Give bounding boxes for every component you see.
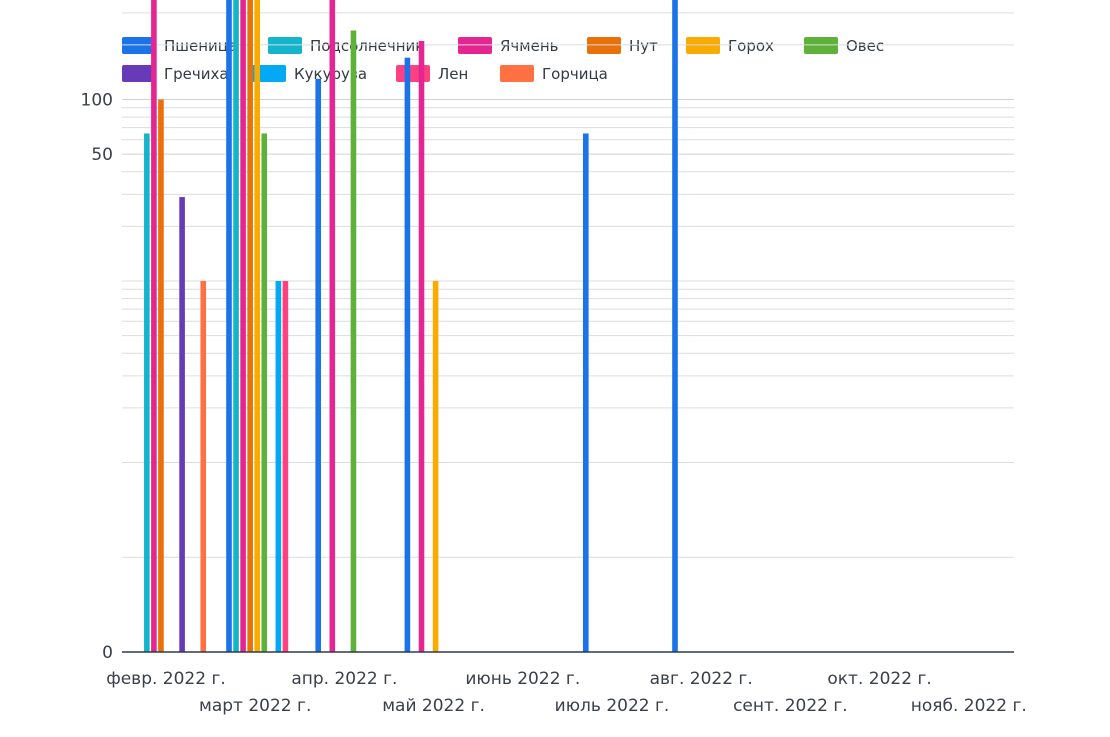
x-tick-label: нояб. 2022 г. <box>911 696 1027 716</box>
y-tick-label: 0 <box>102 643 113 663</box>
bar <box>247 0 253 652</box>
legend-swatch <box>686 37 720 54</box>
x-tick-label: июль 2022 г. <box>555 696 670 716</box>
legend-item[interactable]: Ячмень <box>458 37 558 55</box>
x-tick-label: февр. 2022 г. <box>106 669 226 689</box>
legend-label: Горчица <box>542 65 608 83</box>
legend-item[interactable]: Гречиха <box>122 65 229 83</box>
legend-label: Лен <box>438 65 468 83</box>
legend-item[interactable]: Овес <box>804 37 884 55</box>
bar <box>179 197 185 652</box>
legend-label: Пшеница <box>164 37 237 55</box>
x-tick-label: окт. 2022 г. <box>827 669 931 689</box>
bar <box>254 0 260 652</box>
legend-swatch <box>500 65 534 82</box>
bar <box>583 133 589 652</box>
bar <box>432 281 439 652</box>
x-axis-ticks: февр. 2022 г. март 2022 г. апр. 2022 г. май… <box>106 669 1027 716</box>
bar <box>350 30 357 653</box>
legend-item[interactable]: Подсолнечник <box>268 37 424 55</box>
bar <box>329 0 336 652</box>
x-tick-label: июнь 2022 г. <box>465 669 580 689</box>
legend-item[interactable]: Горох <box>686 37 774 55</box>
legend-swatch <box>458 37 492 54</box>
gridlines <box>122 12 1014 558</box>
x-tick-label: апр. 2022 г. <box>291 669 397 689</box>
y-axis-ticks: 10 тыс.5 тыс.1 тыс.500100500 <box>81 91 113 664</box>
bar <box>158 99 164 652</box>
legend-swatch <box>396 65 430 82</box>
bar <box>144 133 150 652</box>
bar <box>275 281 282 652</box>
legend-label: Овес <box>846 37 884 55</box>
legend-swatch <box>252 65 286 82</box>
legend-label: Ячмень <box>500 37 558 55</box>
legend-item[interactable]: Кукуруза <box>252 65 367 83</box>
y-tick-label: 50 <box>91 145 113 165</box>
legend-swatch <box>122 65 156 82</box>
legend-swatch <box>804 37 838 54</box>
x-tick-label: март 2022 г. <box>199 696 311 716</box>
bar <box>261 133 268 652</box>
bar <box>672 0 678 652</box>
y-tick-label: 100 <box>81 91 113 111</box>
bar <box>404 57 411 652</box>
x-tick-label: авг. 2022 г. <box>650 669 753 689</box>
legend-label: Подсолнечник <box>310 37 424 55</box>
legend-swatch <box>268 37 302 54</box>
legend-swatch <box>587 37 621 54</box>
legend-label: Горох <box>728 37 774 55</box>
legend: Пшеница Подсолнечник Ячмень Нут Горох Овес Гре… <box>122 37 884 83</box>
bars <box>144 0 678 653</box>
bar <box>418 41 425 652</box>
bar <box>240 0 246 653</box>
legend-label: Нут <box>629 37 658 55</box>
bar <box>200 281 207 652</box>
bar <box>226 0 232 653</box>
legend-swatch <box>122 37 156 54</box>
legend-item[interactable]: Горчица <box>500 65 608 83</box>
legend-label: Гречиха <box>164 65 229 83</box>
bar <box>151 0 157 653</box>
bar <box>233 0 239 652</box>
x-tick-label: сент. 2022 г. <box>733 696 848 716</box>
bar <box>282 281 289 652</box>
x-tick-label: май 2022 г. <box>382 696 485 716</box>
bar <box>315 78 321 653</box>
legend-item[interactable]: Пшеница <box>122 37 237 55</box>
legend-item[interactable]: Нут <box>587 37 658 55</box>
